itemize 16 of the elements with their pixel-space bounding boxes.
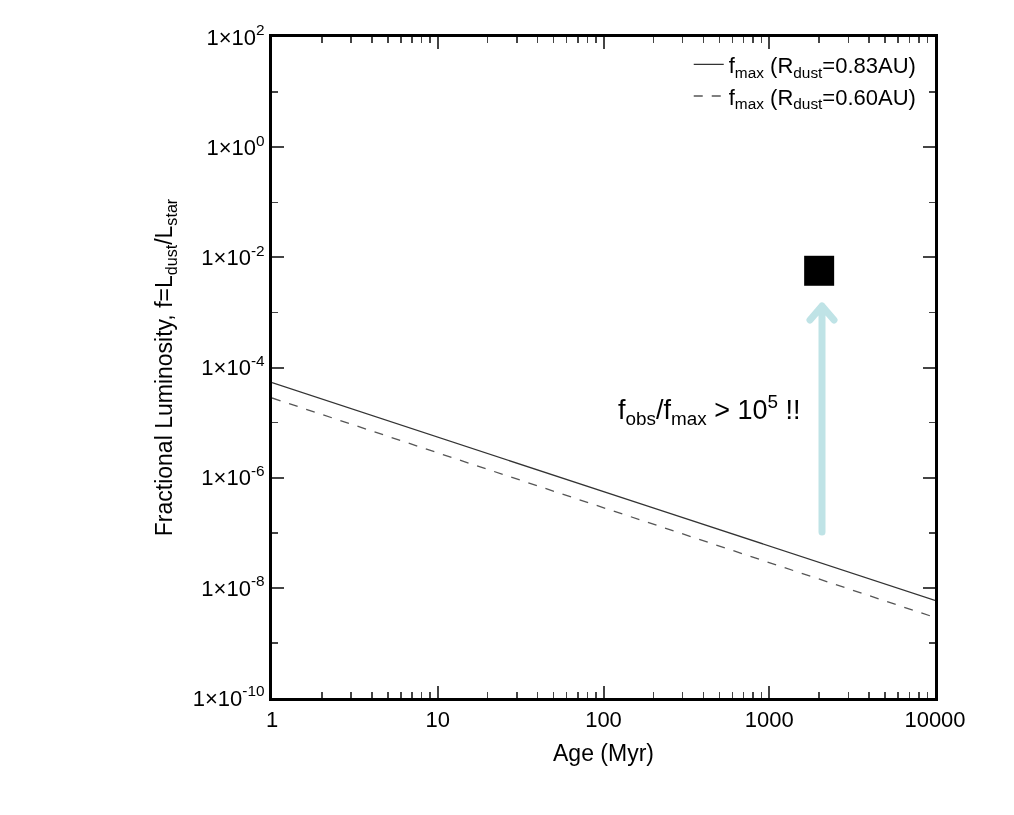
y-tick-label: 1×10$^{-10}$ [192,682,265,711]
y-tick-label: 1×10$^{-6}$ [201,462,265,491]
x-tick-label: 100 [585,707,622,733]
x-tick-label: 1000 [744,707,794,733]
y-tick-label: 1×10$^{0}$ [206,131,265,160]
x-tick-label: 1 [265,707,279,733]
y-tick-label: 1×10$^{2}$ [206,21,265,50]
x-tick-label: 10 [425,707,450,733]
x-axis-title: Age (Myr) [553,740,654,766]
legend-label: f$_{max}$ (R$_{dust}$=0.60AU) [728,84,916,113]
y-tick-label: 1×10$^{-4}$ [201,351,266,381]
y-tick-label: 1×10$^{-8}$ [201,572,265,601]
legend-label: f$_{max}$ (R$_{dust}$=0.83AU) [728,52,916,81]
annotation: f$_{obs}$/f$_{max}$ > 10$^{5}$ !! [618,391,801,430]
y-tick-label: 1×10$^{-2}$ [201,241,265,271]
x-tick-label: 10000 [904,707,966,733]
